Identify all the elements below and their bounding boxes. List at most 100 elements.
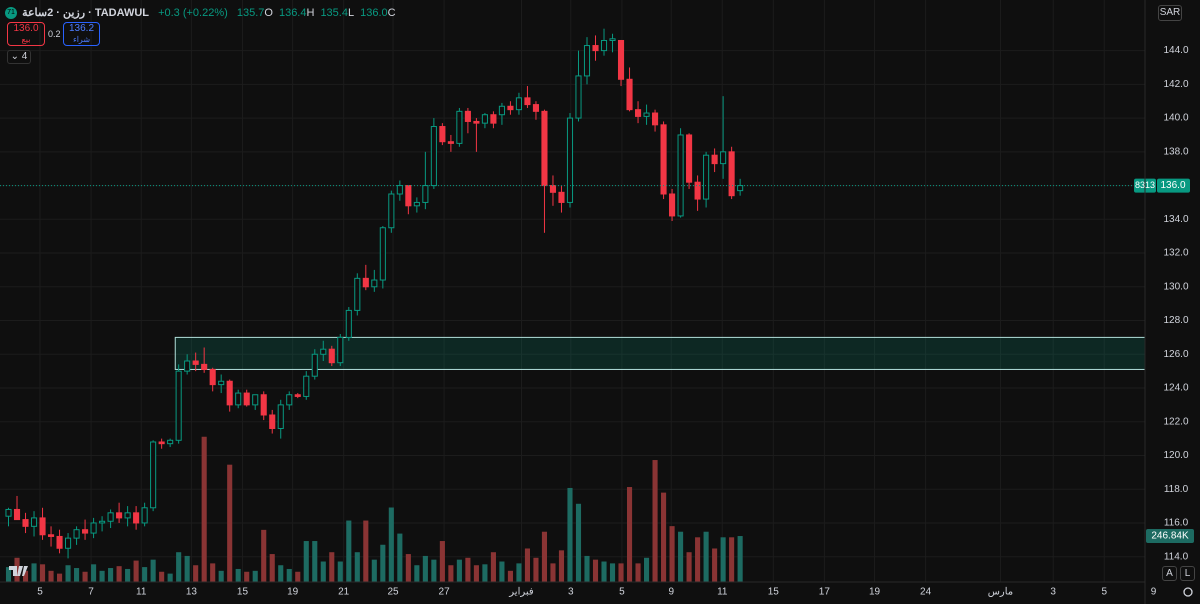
volume-bar [371,559,377,582]
volume-bar [414,565,420,582]
volume-bar [397,533,403,582]
candle-body [652,112,659,126]
x-tick-label: 19 [287,587,299,598]
indicators-toggle[interactable]: ⌄ 4 [7,50,31,64]
y-tick-label: 124.0 [1163,383,1188,394]
volume-bar [678,531,684,582]
volume-bar [618,563,624,582]
candle-body [549,185,557,193]
candle-body [600,39,608,52]
candle-body [99,520,106,524]
volume-bar [99,570,105,582]
candle-body [737,185,744,192]
volume-bar [65,565,71,582]
volume-bar [252,570,258,582]
volume-bar [354,552,360,582]
log-scale-button[interactable]: L [1180,566,1195,581]
y-tick-label: 130.0 [1163,281,1188,292]
candle-body [592,45,599,52]
candle-body [124,512,131,519]
candle-body [30,517,38,527]
y-tick-label: 118.0 [1164,484,1189,495]
last-price-label: 136.0 [1160,180,1185,191]
currency-button[interactable]: SAR [1158,5,1182,21]
candle-body [686,134,693,183]
candle-body [184,360,191,372]
volume-bar [227,464,233,582]
volume-bar [482,564,488,582]
volume-bar [150,559,156,582]
settings-icon[interactable] [1183,587,1193,597]
volume-bar [626,487,633,582]
symbol[interactable]: رزين · 2ساعة · TADAWUL [22,7,150,19]
volume-bar [567,487,573,582]
volume-bar [56,573,63,582]
volume-bar [337,561,343,582]
candle-body [22,519,29,527]
ohlc: 135.7O 136.4H 135.4L 136.0C [231,7,396,19]
candle-body [634,109,642,117]
volume-bar [584,555,590,582]
candle-body [90,522,97,534]
candle-body [192,360,199,365]
candle-body [558,191,565,203]
candle-body [507,105,514,111]
candle-body [116,512,123,519]
candle-body [328,348,335,364]
x-tick-label: 11 [717,587,728,598]
candle-body [235,392,242,406]
volume-bar [422,555,428,582]
volume-bar [320,561,326,582]
chevron: ⌄ [10,51,22,62]
candle-body [473,120,480,124]
buy-price: 136.2 [68,23,95,34]
volume-bar [380,544,386,582]
volume-label-box [1146,529,1194,544]
candle-body [277,404,284,429]
candle-body [345,309,352,338]
candle-body [566,117,574,203]
auto-scale-button[interactable]: A [1162,566,1177,581]
candle-body [294,394,301,397]
sell-button[interactable]: 136.0 بيع [7,22,45,46]
buy-label: شراء [72,35,91,44]
candle-body [626,78,633,111]
volume-bar [737,536,743,582]
candle-body [209,368,216,386]
y-tick-label: 134.0 [1163,214,1188,225]
candle-body [439,126,446,143]
candle-body [158,441,165,445]
candle-body [226,380,233,406]
volume-bar [456,559,462,582]
volume-bar [635,563,641,582]
candle-body [13,508,21,521]
volume-bar [405,554,411,582]
candle-body [405,185,412,207]
volume-bar [465,557,471,582]
y-tick-label: 114.0 [1164,551,1189,562]
candle-body [694,181,701,200]
candle-body [354,277,361,311]
y-tick-label: 126.0 [1163,349,1188,360]
candle-body [413,201,420,207]
candle-body [320,348,327,355]
candle-body [575,75,582,119]
candle-body [379,227,386,281]
candle-body [47,534,55,537]
volume-bar [729,537,735,582]
candle-body [269,414,276,429]
candle-body [167,439,174,445]
spread: 0.2 [48,29,61,39]
volume-bar [695,537,701,582]
candle-body [260,394,267,416]
x-tick-label: 15 [768,587,780,598]
volume-bar [235,568,241,582]
volume-bar [686,552,692,582]
volume-bar [533,557,539,582]
buy-button[interactable]: 136.2 شراء [63,22,100,46]
candle-body [677,134,684,217]
volume-bar [133,560,139,582]
candle-body [218,380,225,386]
candle-body [150,441,157,509]
